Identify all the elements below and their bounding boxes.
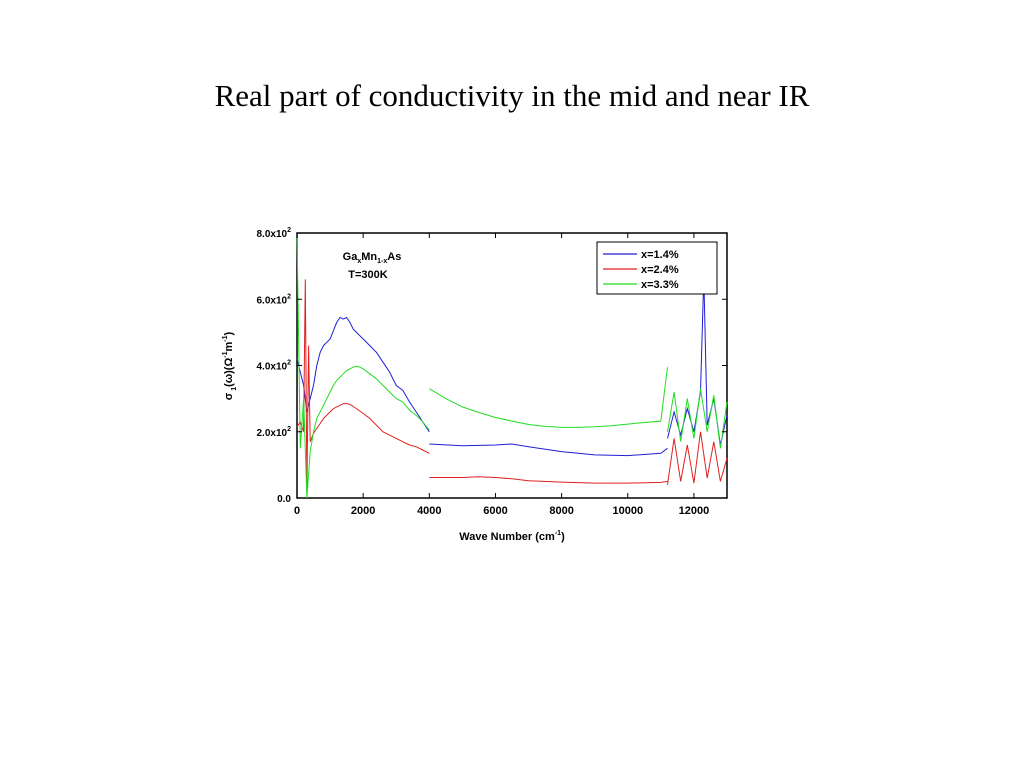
- legend: x=1.4% x=2.4% x=3.3%: [596, 241, 718, 295]
- x-tick-label: 6000: [483, 505, 507, 517]
- y-tick-label: 8.0x102: [257, 227, 292, 240]
- series-line-x1.4-seg0: [296, 316, 430, 433]
- slide-title: Real part of conductivity in the mid and…: [214, 78, 810, 113]
- series-line-x2.4-seg2: [667, 431, 728, 485]
- x-tick-label: 8000: [549, 505, 573, 517]
- legend-label: x=1.4%: [641, 249, 679, 261]
- series-line-x1.4-seg2: [667, 276, 728, 446]
- y-axis-label: σ 1(ω)(Ω-1m-1): [222, 331, 238, 400]
- legend-box: [596, 241, 718, 295]
- series-line-x2.4-seg1: [429, 476, 668, 484]
- x-tick-label: 4000: [417, 505, 441, 517]
- series-line-x3.3-seg1: [429, 367, 668, 428]
- x-axis-label: Wave Number (cm-1): [459, 530, 565, 543]
- y-tick-label: 0.0: [277, 494, 291, 505]
- series-line-x1.4-seg1: [429, 443, 668, 457]
- series-line-x3.3-seg2: [667, 388, 728, 449]
- x-tick-label: 10000: [612, 505, 643, 517]
- series-line-x3.3-seg0: [296, 232, 430, 499]
- series-line-x2.4-seg0: [296, 279, 430, 489]
- material-annotation: GaxMn1-xAs: [343, 251, 402, 265]
- y-tick-label: 6.0x102: [257, 293, 292, 306]
- legend-label: x=2.4%: [641, 264, 679, 276]
- y-tick-label: 2.0x102: [257, 426, 292, 439]
- x-tick-label: 12000: [679, 505, 710, 517]
- y-tick-label: 4.0x102: [257, 360, 292, 373]
- legend-label: x=3.3%: [641, 279, 679, 291]
- x-tick-label: 0: [294, 505, 300, 517]
- x-tick-label: 2000: [351, 505, 375, 517]
- temperature-annotation: T=300K: [348, 269, 387, 281]
